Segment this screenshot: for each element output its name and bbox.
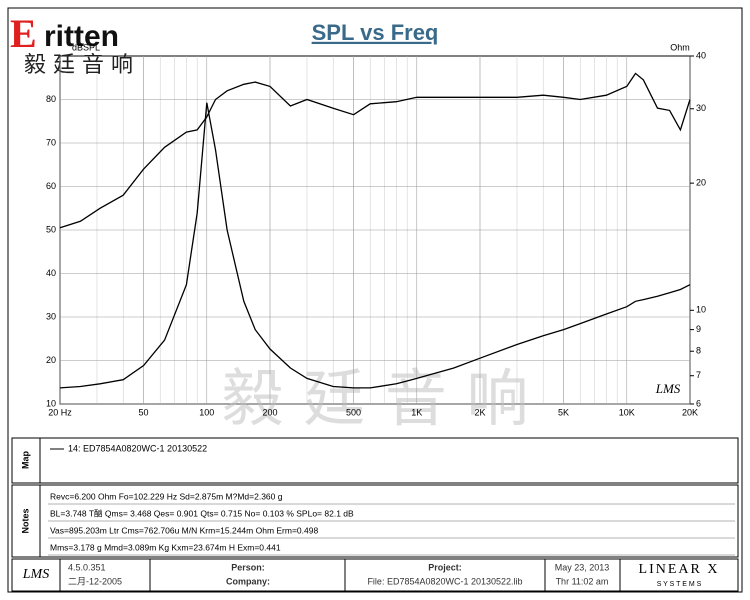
x-tick-label: 200	[262, 407, 277, 417]
series-line	[59, 102, 691, 389]
y2-tick-label: 10	[696, 305, 706, 315]
x-tick-label: 1K	[411, 407, 422, 417]
y2-tick-label: 8	[696, 346, 701, 356]
series-line	[59, 72, 691, 229]
company: Company:	[226, 576, 270, 586]
notes-panel	[11, 484, 739, 558]
x-tick-label: 2K	[474, 407, 485, 417]
panel-label: Notes	[20, 508, 30, 533]
note-line: Revc=6.200 Ohm Fo=102.229 Hz Sd=2.875m M…	[50, 491, 283, 501]
x-tick-label: 5K	[558, 407, 569, 417]
footer	[11, 558, 739, 592]
logo-initial: E	[10, 11, 37, 56]
panel-label: Map	[20, 450, 30, 469]
x-tick-label: 100	[199, 407, 214, 417]
legend-entry: 14: ED7854A0820WC-1 20130522	[68, 443, 207, 453]
y-tick-label: 70	[46, 137, 56, 147]
y2-tick-label: 40	[696, 50, 706, 60]
y-tick-label: 10	[46, 398, 56, 408]
build-date: 二月-12-2005	[68, 576, 122, 586]
date: May 23, 2013	[555, 562, 610, 572]
note-line: Mms=3.178 g Mmd=3.089m Kg Kxm=23.674m H …	[50, 542, 281, 552]
y-tick-label: 40	[46, 268, 56, 278]
x-tick-label: 20 Hz	[48, 407, 72, 417]
y-tick-label: 80	[46, 94, 56, 104]
y2-tick-label: 9	[696, 324, 701, 334]
logo-brand: ritten	[44, 20, 119, 53]
y-tick-label: 50	[46, 224, 56, 234]
footer-logo: LMS	[22, 567, 49, 582]
version: 4.5.0.351	[68, 562, 106, 572]
time: Thr 11:02 am	[556, 576, 609, 586]
chart-title: SPL vs Freq	[312, 20, 439, 45]
brand: LINEAR X	[639, 562, 720, 577]
y-tick-label: 60	[46, 181, 56, 191]
map-panel	[11, 437, 739, 484]
outer-frame	[7, 7, 743, 593]
person: Person:	[231, 562, 265, 572]
x-tick-label: 10K	[619, 407, 635, 417]
x-tick-label: 50	[139, 407, 149, 417]
y-axis-label: dBSPL	[72, 42, 100, 52]
brand-sub: S Y S T E M S	[657, 581, 702, 588]
y-tick-label: 20	[46, 355, 56, 365]
x-tick-label: 20K	[682, 407, 698, 417]
y2-axis-label: Ohm	[670, 42, 690, 52]
y2-tick-label: 30	[696, 103, 706, 113]
project: Project:	[428, 562, 462, 572]
note-line: Vas=895.203m Ltr Cms=762.706u M/N Krm=15…	[50, 525, 318, 535]
watermark: 毅 廷 音 响	[221, 362, 528, 435]
logo-chinese: 毅 廷 音 响	[24, 53, 133, 78]
file: File: ED7854A0820WC-1 20130522.lib	[367, 576, 522, 586]
y-tick-label: 30	[46, 311, 56, 321]
x-tick-label: 500	[346, 407, 361, 417]
plot-logo: LMS	[655, 381, 681, 396]
y2-tick-label: 7	[696, 370, 701, 380]
y2-tick-label: 20	[696, 178, 706, 188]
y2-tick-label: 6	[696, 398, 701, 408]
note-line: BL=3.748 T酗 Qms= 3.468 Qes= 0.901 Qts= 0…	[50, 508, 354, 518]
